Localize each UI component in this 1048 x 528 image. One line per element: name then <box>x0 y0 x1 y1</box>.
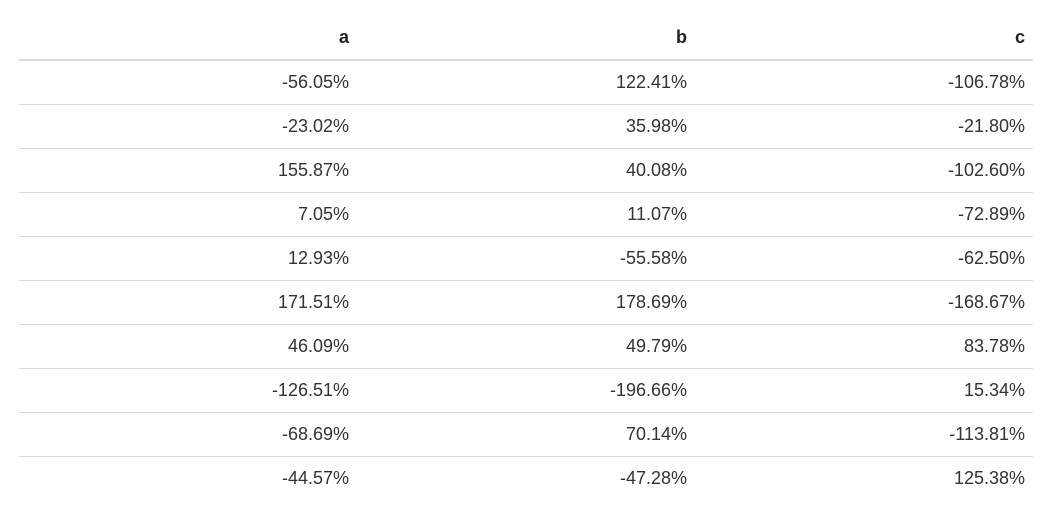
table-body: -56.05% 122.41% -106.78% -23.02% 35.98% … <box>19 60 1033 500</box>
table-cell: -106.78% <box>947 71 1025 92</box>
table-cell: -55.58% <box>357 235 695 280</box>
column-header-b[interactable]: b <box>357 16 695 61</box>
table-cell: 171.51% <box>19 279 357 324</box>
table-cell: 49.79% <box>357 323 695 368</box>
table-row: -23.02% 35.98% -21.80% <box>19 103 1033 148</box>
table-cell: 83.78% <box>695 323 1033 368</box>
table-row: 12.93% -55.58% -62.50% <box>19 235 1033 280</box>
table-row: -68.69% 70.14% -113.81% <box>19 411 1033 456</box>
table-cell: -102.60% <box>695 147 1033 192</box>
table-cell: -44.57% <box>19 455 357 500</box>
header-row: a b c <box>19 16 1033 61</box>
table-cell: -23.02% <box>19 103 357 148</box>
table-cell: 70.14% <box>357 411 695 456</box>
table-row: 171.51% 178.69% -168.67% <box>19 279 1033 324</box>
table-cell: 11.07% <box>357 191 695 236</box>
table-cell: 122.41% <box>615 71 687 92</box>
table-cell: 125.38% <box>695 455 1033 500</box>
table-cell: 40.08% <box>357 147 695 192</box>
table-cell: 35.98% <box>357 103 695 148</box>
table-cell: -68.69% <box>19 411 357 456</box>
column-header-c[interactable]: c <box>695 16 1033 61</box>
table-cell: 15.34% <box>695 367 1033 412</box>
table-cell: 46.09% <box>19 323 357 368</box>
table-cell: 178.69% <box>357 279 695 324</box>
table-cell: -113.81% <box>695 411 1033 456</box>
table-cell: -47.28% <box>357 455 695 500</box>
table-row: -44.57% -47.28% 125.38% <box>19 455 1033 500</box>
table-cell: 7.05% <box>19 191 357 236</box>
data-table-container: a b c -56.05% 122.41% -106.78% -23.02% 3… <box>19 16 1033 500</box>
table-header: a b c <box>19 16 1033 61</box>
data-table: a b c -56.05% 122.41% -106.78% -23.02% 3… <box>19 16 1033 500</box>
table-cell: -72.89% <box>695 191 1033 236</box>
table-row: 46.09% 49.79% 83.78% <box>19 323 1033 368</box>
table-cell: -126.51% <box>19 367 357 412</box>
table-cell: 155.87% <box>19 147 357 192</box>
table-row: -56.05% 122.41% -106.78% <box>19 60 1033 104</box>
table-cell: -196.66% <box>357 367 695 412</box>
table-cell: -168.67% <box>695 279 1033 324</box>
table-row: 7.05% 11.07% -72.89% <box>19 191 1033 236</box>
table-cell: -21.80% <box>695 103 1033 148</box>
table-row: 155.87% 40.08% -102.60% <box>19 147 1033 192</box>
column-header-a[interactable]: a <box>19 16 357 61</box>
table-row: -126.51% -196.66% 15.34% <box>19 367 1033 412</box>
table-cell: -62.50% <box>695 235 1033 280</box>
table-cell: 12.93% <box>19 235 357 280</box>
table-cell: -56.05% <box>281 71 349 92</box>
